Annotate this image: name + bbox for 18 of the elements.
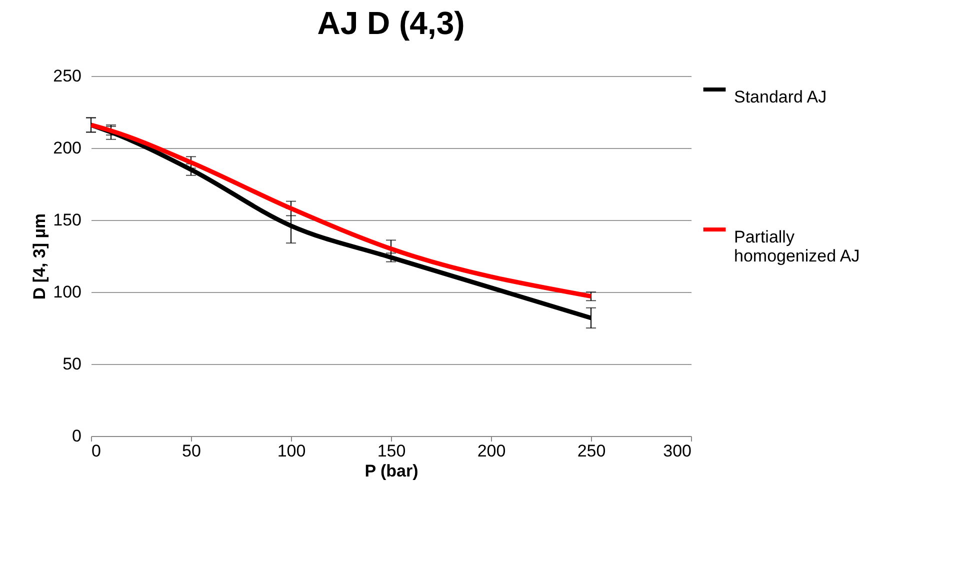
y-tick-label: 0 [72, 426, 82, 446]
x-tick-label: 100 [277, 442, 306, 460]
x-axis-title: P (bar) [364, 462, 418, 480]
y-tick-label: 100 [53, 282, 82, 302]
y-tick-label: 150 [53, 210, 82, 230]
y-tick-label: 200 [53, 138, 82, 158]
x-tick-label: 200 [477, 442, 506, 460]
x-tick-label: 150 [377, 442, 406, 460]
y-axis-title: D [4, 3] µm [30, 213, 50, 300]
x-tick-label: 50 [182, 442, 201, 460]
x-tick-label: 300 [663, 442, 692, 460]
x-tick-label: 250 [577, 442, 606, 460]
x-tick-label: 0 [92, 442, 101, 460]
legend-label: Partially homogenized AJ [734, 228, 860, 266]
y-tick-label: 50 [62, 354, 82, 374]
chart-title: AJ D (4,3) [317, 5, 465, 41]
y-tick-label: 250 [53, 66, 82, 86]
legend-label: Standard AJ [734, 88, 827, 106]
